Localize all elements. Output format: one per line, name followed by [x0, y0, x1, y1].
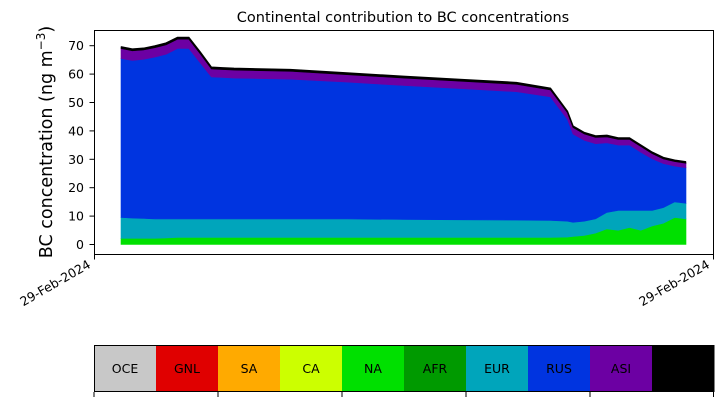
y-axis-label-sup: −3 — [34, 33, 48, 51]
legend-swatch-oce — [94, 345, 157, 392]
y-tick-label: 30 — [68, 152, 84, 167]
y-axis-label-close: ) — [37, 26, 57, 33]
y-tick-label: 70 — [68, 38, 84, 53]
chart-title: Continental contribution to BC concentra… — [237, 10, 569, 26]
area-layers — [120, 36, 687, 245]
legend-label-sa: SA — [241, 361, 258, 376]
x-tick-label: 29-Feb-2024 — [636, 257, 712, 309]
legend-label-aus: AUS — [670, 361, 696, 376]
legend-label-afr: AFR — [423, 361, 448, 376]
plot-frame — [94, 30, 714, 255]
legend-label-asi: ASI — [611, 361, 631, 376]
y-axis-label-main: BC concentration (ng m — [37, 50, 57, 258]
y-tick-label: 40 — [68, 123, 84, 138]
x-axis: 29-Feb-2024 29-Feb-2024 — [17, 254, 714, 309]
legend-colorbar: OCE GNL SA CA NA AFR EUR RUS ASI AUS — [93, 345, 715, 397]
legend-label-ca: CA — [302, 361, 320, 376]
legend-swatch-asi — [590, 345, 653, 392]
y-tick-label: 50 — [68, 95, 84, 110]
legend-swatch-eur — [466, 345, 529, 392]
legend-swatch-sa — [218, 345, 281, 392]
legend-label-oce: OCE — [112, 361, 139, 376]
legend-frame — [94, 345, 714, 392]
total-line — [120, 36, 687, 163]
legend-label-rus: RUS — [546, 361, 572, 376]
y-tick-label: 10 — [68, 209, 84, 224]
y-tick-label: 0 — [76, 237, 84, 252]
y-tick-label: 20 — [68, 180, 84, 195]
y-axis-label: BC concentration (ng m−3) — [34, 26, 57, 258]
legend-swatch-ca — [280, 345, 343, 392]
legend-swatch-rus — [528, 345, 591, 392]
legend-label-na: NA — [364, 361, 382, 376]
y-axis: 0 10 20 30 40 50 60 70 — [68, 38, 95, 252]
legend-swatch-gnl — [156, 345, 219, 392]
legend-label-gnl: GNL — [174, 361, 200, 376]
legend-label-eur: EUR — [484, 361, 510, 376]
legend-swatch-aus — [652, 345, 715, 392]
x-tick-label: 29-Feb-2024 — [17, 257, 93, 309]
legend-swatch-na — [342, 345, 405, 392]
legend-swatch-afr — [404, 345, 467, 392]
y-tick-label: 60 — [68, 67, 84, 82]
